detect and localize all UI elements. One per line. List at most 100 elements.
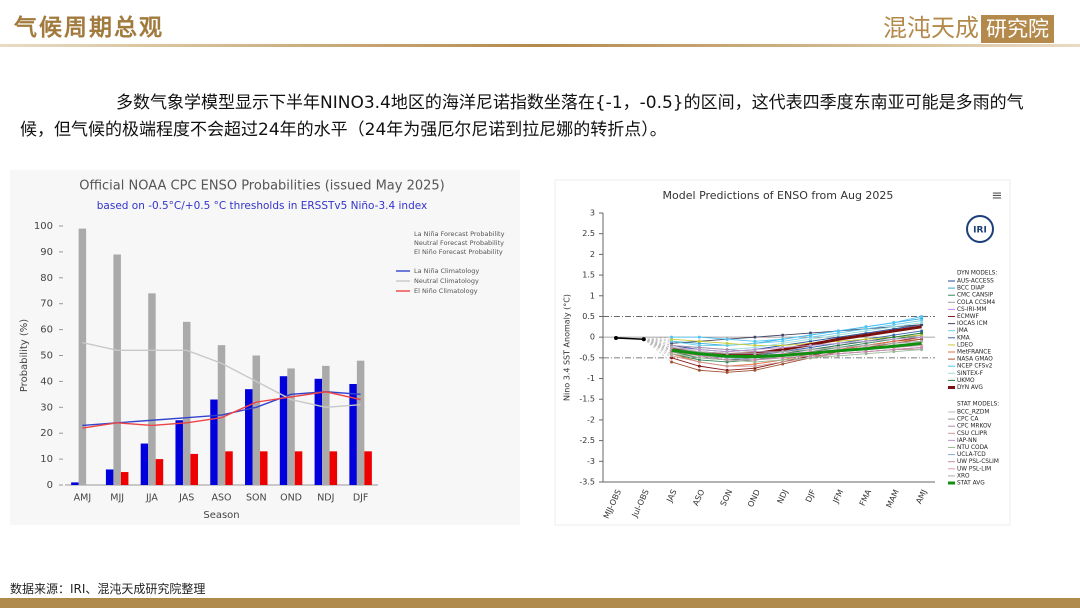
legend-label: STAT AVG [957,481,985,487]
y-tick-label: 2.5 [582,229,595,238]
model-point [920,314,924,318]
bar [155,459,164,485]
model-point [697,356,701,360]
model-line [671,340,922,355]
model-point [892,321,896,325]
model-point [808,335,812,339]
legend-label: UCLA-TCD [957,452,986,458]
model-point [753,335,757,339]
model-point [808,333,812,337]
y-tick-label: 2 [590,250,595,259]
bar [105,469,114,485]
model-line [671,347,922,361]
legend-label: DYN AVG [957,385,983,391]
model-line [671,320,922,346]
model-point [920,317,924,321]
model-point [753,343,757,347]
model-point [781,362,785,366]
legend-label: NASA GMAO [957,357,993,363]
bar [287,368,295,485]
bar [356,360,365,485]
model-point [697,348,701,352]
model-point [864,329,868,333]
model-point [697,339,701,343]
model-point [808,346,812,349]
model-point [725,352,729,356]
model-point [864,339,868,343]
bar [279,376,288,485]
bar [260,451,268,485]
model-point [864,327,868,331]
model-point [836,354,840,358]
model-point [920,331,924,335]
legend-label: SINTEX-F [957,371,983,377]
connector [643,338,672,351]
model-point [920,335,924,339]
model-point [670,339,674,343]
model-point [808,356,812,360]
model-point [864,343,868,347]
y-tick-label: 0 [590,333,595,342]
model-point [781,346,785,349]
model-point [697,341,701,345]
bar [140,443,149,485]
model-line [671,338,922,373]
model-line [671,336,922,353]
bar [364,451,372,485]
model-line [671,316,922,342]
model-point [836,343,840,347]
model-point [864,350,868,354]
y-axis-label: Nino 3.4 SST Anomaly (°C) [563,294,572,401]
model-point [697,368,701,372]
y-tick-label: 60 [40,325,53,336]
model-point [781,360,785,364]
y-tick-label: -1.5 [579,395,595,404]
model-point [920,329,924,333]
legend-group: STAT MODELS: [957,402,999,408]
model-point [753,348,757,352]
model-point [725,348,729,352]
model-point [892,348,896,352]
charts: ≡ Official NOAA CPC ENSO Probabilities (… [19,178,1011,526]
model-point [697,360,701,364]
model-point [892,325,896,329]
model-point [670,335,674,339]
y-tick-label: -2 [587,415,595,424]
model-point [892,333,896,337]
model-point [892,350,896,354]
menu-icon[interactable]: ≡ [992,189,1003,204]
logo-box: 研究院 [981,15,1054,43]
model-point [892,339,896,343]
y-axis-label: Probability (%) [19,319,30,392]
bar [71,482,79,485]
model-point [725,343,729,347]
model-point [781,350,785,354]
model-point [753,339,757,343]
model-point [670,337,674,341]
logo: 混沌天成 研究院 [883,8,1054,43]
legend-label: El Niño Forecast Probability [414,248,503,256]
x-tick-label: SON [246,493,267,504]
y-tick-label: 40 [40,376,53,387]
legend-label: NTU CODA [957,445,988,451]
observed-line [615,337,644,340]
header-title: 气候周期总观 [14,15,164,41]
model-point [753,362,757,366]
x-tick-label: AMJ [74,493,92,504]
bar [78,228,87,485]
model-point [892,335,896,339]
model-point [753,350,757,354]
model-point [920,333,924,337]
legend-label: XRO [957,473,970,479]
bar [322,365,330,485]
legend-label: ECMWF [957,314,979,320]
model-point [753,360,757,364]
model-point [781,358,785,362]
chart-subtitle: based on -0.5°C/+0.5 °C thresholds in ER… [97,200,427,212]
model-point [781,333,785,337]
y-tick-label: 30 [40,402,53,413]
bar [182,321,191,485]
bar [349,383,357,485]
y-tick-label: 80 [40,273,53,284]
model-point [836,333,840,337]
